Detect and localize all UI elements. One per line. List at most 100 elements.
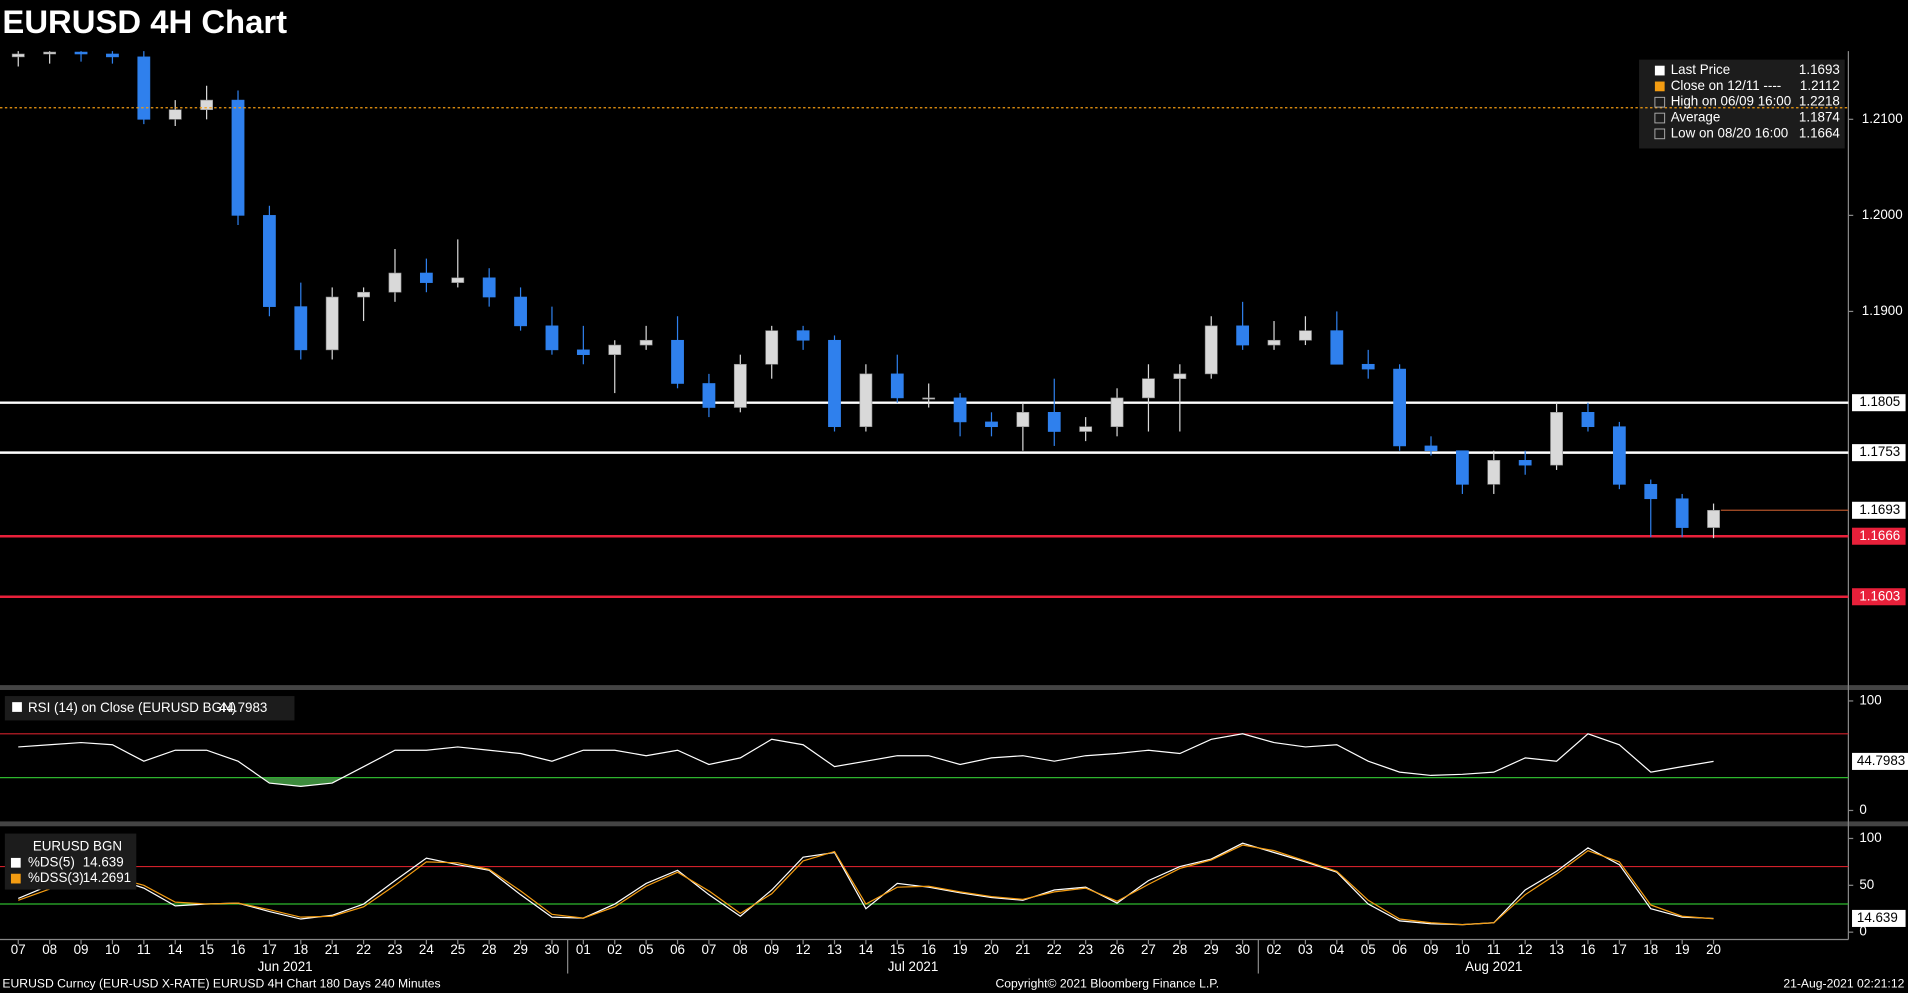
legend-label: Low on 08/20 16:00 [1671,125,1789,140]
y-tick-label: 1.2000 [1862,207,1903,222]
candle-body [985,421,998,428]
legend-label: Close on 12/11 ---- [1671,78,1782,93]
y-tick-label: 100 [1859,830,1881,845]
x-tick-label: 23 [388,942,403,957]
candle-body [1142,378,1155,399]
candle-body [168,109,182,120]
candle-body [388,272,402,293]
x-tick-label: 25 [450,942,465,957]
legend-value: 1.1693 [1799,62,1840,77]
x-tick-label: 22 [1047,942,1062,957]
x-tick-label: 07 [701,942,716,957]
candle-body [1393,368,1406,447]
candle-body [11,53,25,58]
x-tick-label: 12 [1518,942,1533,957]
candle-body [482,277,496,298]
legend-box [4,696,295,721]
x-tick-label: 22 [356,942,371,957]
candle-body [671,339,684,384]
x-tick-label: 29 [1204,942,1219,957]
candle-body [1110,397,1124,428]
level-label: 1.1753 [1859,444,1900,459]
legend-value: 14.639 [83,854,124,869]
last-value-tag [1852,752,1908,770]
y-tick-label: 100 [1859,692,1881,707]
last-price-tag [1852,501,1906,519]
candle-body [1016,412,1030,428]
x-tick-label: 15 [890,942,905,957]
legend-label: RSI (14) on Close (EURUSD BGN) [28,700,236,715]
y-tick-label: 1.1900 [1862,303,1903,318]
legend-value: 14.2691 [83,870,131,885]
candle-body [1299,330,1312,341]
legend-swatch [1654,65,1665,76]
x-tick-label: 17 [1612,942,1627,957]
candle-body [1581,412,1595,428]
footer-center: Copyright© 2021 Bloomberg Finance L.P. [996,977,1220,991]
candle-body [106,53,119,58]
candle-body [1361,363,1375,370]
x-tick-label: 27 [1141,942,1156,957]
x-tick-label: 16 [231,942,246,957]
x-tick-label: 06 [670,942,685,957]
legend-swatch [10,857,21,868]
series-line [18,733,1714,787]
candle-body [1267,339,1281,346]
candle-body [325,296,339,351]
x-tick-label: 16 [921,942,936,957]
candle-body [859,373,873,428]
candle-body [514,296,527,327]
x-tick-label: 01 [576,942,591,957]
candle-body [43,51,57,55]
candle-body [922,397,936,400]
x-tick-label: 08 [42,942,57,957]
legend-box [1639,59,1845,149]
candle-body [890,373,904,399]
candle-body [828,339,841,428]
x-tick-label: 17 [262,942,277,957]
x-tick-label: 05 [639,942,654,957]
candle-body [953,397,967,423]
x-tick-label: 24 [419,942,434,957]
level-tag [1852,588,1906,606]
x-tick-label: 11 [1487,942,1501,957]
candle-body [294,306,308,351]
level-label: 1.1805 [1859,394,1900,409]
legend-value: 1.1874 [1799,110,1840,125]
legend-label: High on 06/09 16:00 [1671,94,1791,109]
candle-body [1487,460,1501,485]
x-tick-label: 09 [764,942,779,957]
candle-body [419,272,433,283]
candle-body [796,330,810,341]
candles [11,51,1720,539]
x-tick-label: 21 [325,942,340,957]
x-tick-label: 18 [293,942,308,957]
y-tick-label: 0 [1859,802,1866,817]
x-tick-label: 12 [796,942,811,957]
x-tick-label: 30 [545,942,560,957]
candle-body [702,383,716,408]
candle-body [1518,460,1532,466]
legend-box [4,833,137,890]
series-line [18,842,1714,926]
x-tick-label: 09 [74,942,89,957]
candle-body [357,291,370,298]
x-tick-label: 09 [1424,942,1439,957]
legend-value: 1.1664 [1799,125,1840,140]
panel-divider [0,821,1908,827]
level-tag [1852,527,1906,545]
candle-body [74,51,88,55]
footer-left: EURUSD Curncy (EUR-USD X-RATE) EURUSD 4H… [2,977,440,991]
footer-right: 21-Aug-2021 02:21:12 [1783,977,1904,991]
panel-divider [0,685,1908,690]
candle-body [1456,450,1469,485]
candle-body [1424,445,1438,452]
x-tick-label: 13 [827,942,842,957]
x-tick-label: 14 [168,942,183,957]
x-tick-label: 02 [1267,942,1282,957]
legend-label: %DSS(3) [28,870,84,885]
x-tick-label: 10 [1455,942,1470,957]
legend-title: EURUSD BGN [33,839,122,854]
